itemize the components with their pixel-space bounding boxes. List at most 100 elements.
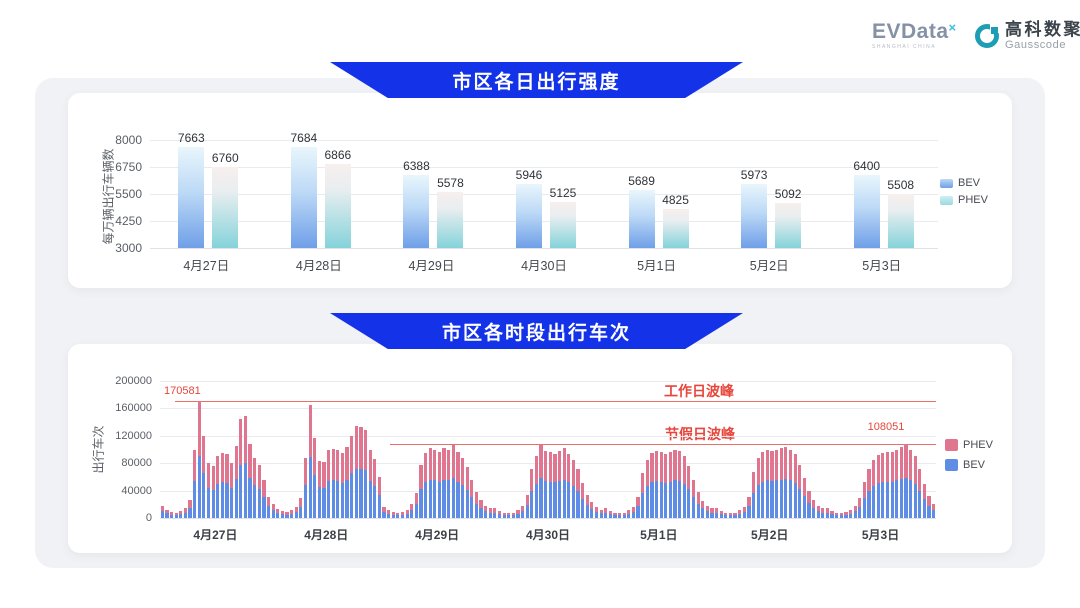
chart1-legend-bev[interactable]: BEV <box>940 177 988 189</box>
stacked-bar-4月27日-h18 <box>243 415 248 518</box>
stacked-bar-4月30日-h20 <box>585 494 589 518</box>
chart2-legend[interactable]: PHEV BEV <box>945 439 993 471</box>
stacked-bar-5月1日-h17 <box>682 455 686 518</box>
stacked-bar-5月3日-h6 <box>853 505 857 518</box>
stacked-bar-4月27日-h2 <box>169 511 174 518</box>
stacked-bar-5月2日-h5 <box>738 510 742 518</box>
bev-segment <box>276 513 280 518</box>
bev-segment <box>678 481 682 518</box>
bev-segment <box>775 480 779 518</box>
stacked-bar-4月30日-h3 <box>507 513 511 518</box>
stacked-bar-4月28日-h13 <box>331 448 335 518</box>
chart2-legend-phev[interactable]: PHEV <box>945 439 993 451</box>
stacked-bar-4月28日-h5 <box>294 507 298 518</box>
stacked-bar-4月30日-h8 <box>530 468 534 518</box>
stacked-bar-4月29日-h20 <box>474 491 478 518</box>
gausscode-cn: 高科数聚 <box>1005 20 1080 39</box>
chart2-legend-bev[interactable]: BEV <box>945 459 993 471</box>
stacked-bar-4月30日-h9 <box>534 455 539 518</box>
gridline <box>160 463 936 465</box>
bar-phev-5月3日 <box>887 193 914 248</box>
phev-value-label: 6760 <box>211 150 239 165</box>
stacked-bar-4月29日-h3 <box>396 512 400 518</box>
phev-segment <box>391 511 395 515</box>
stacked-bar-5月3日-h8 <box>862 482 866 518</box>
bev-segment <box>576 491 580 518</box>
phev-segment <box>331 448 335 481</box>
gridline <box>150 221 938 222</box>
phev-segment <box>664 454 668 484</box>
phev-segment <box>848 509 853 514</box>
stacked-bar-5月1日-h12 <box>659 452 663 518</box>
bar-bev-4月28日 <box>290 146 317 248</box>
phev-segment <box>308 404 312 458</box>
stacked-bar-5月3日-h2 <box>835 512 839 518</box>
bev-segment <box>188 507 192 518</box>
stacked-bar-4月27日-h12 <box>216 456 220 518</box>
stacked-bar-4月28日-h15 <box>340 452 345 518</box>
stacked-bar-4月28日-h19 <box>359 426 363 518</box>
phev-segment <box>738 510 742 514</box>
bev-segment <box>853 511 857 518</box>
bev-segment <box>516 513 520 518</box>
bev-segment <box>682 483 686 518</box>
stacked-bar-5月2日-h7 <box>747 497 751 518</box>
chart1-legend-phev[interactable]: PHEV <box>940 194 988 206</box>
phev-segment <box>382 507 386 512</box>
phev-segment <box>216 456 220 485</box>
stacked-bar-4月28日-h14 <box>336 449 340 518</box>
phev-segment <box>581 483 585 499</box>
bev-segment <box>460 485 465 518</box>
phev-segment <box>428 448 432 480</box>
bev-segment <box>825 512 830 518</box>
chart1-legend[interactable]: BEV PHEV <box>940 177 988 206</box>
stacked-bar-5月1日-h21 <box>701 500 705 518</box>
phev-segment <box>908 449 913 481</box>
x-label-4月30日: 4月30日 <box>525 528 571 542</box>
gridline <box>150 167 938 168</box>
bev-segment <box>779 479 783 518</box>
bev-segment <box>290 513 294 518</box>
bev-segment <box>918 490 922 518</box>
chart1-title-banner: 市区各日出行强度 <box>330 62 743 98</box>
phev-segment <box>160 505 164 512</box>
phev-segment <box>927 496 931 506</box>
stacked-bar-5月1日-h19 <box>691 479 696 518</box>
bar-phev-4月29日 <box>437 192 464 248</box>
phev-segment <box>174 512 178 515</box>
bev-segment <box>802 496 806 518</box>
phev-segment <box>613 512 617 515</box>
stacked-bar-5月1日-h2 <box>613 512 617 518</box>
bev-segment <box>410 510 414 518</box>
phev-legend-label: PHEV <box>963 439 993 451</box>
stacked-bar-5月1日-h0 <box>604 508 608 518</box>
x-label-4月27日: 4月27日 <box>183 259 230 273</box>
bev-segment <box>617 515 622 518</box>
gridline <box>150 140 938 141</box>
stacked-bar-4月27日-h7 <box>193 449 197 518</box>
evdata-x-mark: × <box>948 20 957 35</box>
phev-segment <box>571 459 575 486</box>
stacked-bar-5月3日-h5 <box>848 509 853 518</box>
bev-segment <box>294 511 298 518</box>
gridline <box>160 408 936 410</box>
bar-bev-4月29日 <box>403 174 430 248</box>
bev-segment <box>234 478 238 518</box>
stacked-bar-5月3日-h12 <box>881 452 885 518</box>
bev-segment <box>465 489 469 518</box>
bev-segment <box>761 481 765 518</box>
x-label-4月27日: 4月27日 <box>193 528 238 542</box>
bev-segment <box>405 513 409 518</box>
phev-segment <box>206 462 211 488</box>
stacked-bar-4月29日-h9 <box>423 452 428 518</box>
stacked-bar-4月28日-h17 <box>350 435 354 518</box>
stacked-bar-4月28日-h2 <box>280 511 284 518</box>
gausscode-g-icon <box>975 24 999 48</box>
phev-segment <box>377 476 381 496</box>
phev-segment <box>350 435 354 474</box>
stacked-bar-5月3日-h7 <box>858 498 862 518</box>
phev-segment <box>285 511 289 515</box>
bev-segment <box>728 515 733 518</box>
phev-segment <box>733 512 737 515</box>
